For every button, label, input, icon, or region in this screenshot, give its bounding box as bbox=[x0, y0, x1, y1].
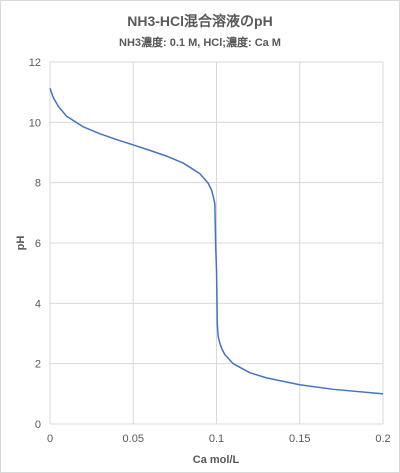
y-tick-label: 10 bbox=[29, 117, 41, 129]
y-tick-label: 0 bbox=[35, 419, 41, 431]
y-tick-label: 8 bbox=[35, 178, 41, 190]
series-line bbox=[49, 87, 384, 395]
x-tick-label: 0.2 bbox=[375, 433, 390, 445]
gridlines bbox=[49, 61, 384, 425]
chart-title: NH3-HCl混合溶液のpH bbox=[127, 13, 273, 29]
y-tick-label: 2 bbox=[35, 359, 41, 371]
x-tick-label: 0.1 bbox=[209, 433, 224, 445]
x-tick-label: 0.05 bbox=[123, 433, 144, 445]
x-tick-labels: 0 0.05 0.1 0.15 0.2 bbox=[47, 433, 391, 445]
x-tick-label: 0 bbox=[47, 433, 53, 445]
y-tick-label: 6 bbox=[35, 238, 41, 250]
x-axis-title: Ca mol/L bbox=[193, 454, 240, 466]
y-tick-label: 12 bbox=[29, 57, 41, 69]
chart-subtitle: NH3濃度: 0.1 M, HCl;濃度: Ca M bbox=[119, 37, 281, 49]
y-tick-labels: 0 2 4 6 8 10 12 bbox=[29, 57, 41, 431]
y-tick-label: 4 bbox=[35, 298, 41, 310]
y-axis-title: pH bbox=[15, 236, 27, 251]
x-tick-label: 0.15 bbox=[289, 433, 310, 445]
data-series bbox=[49, 87, 384, 395]
